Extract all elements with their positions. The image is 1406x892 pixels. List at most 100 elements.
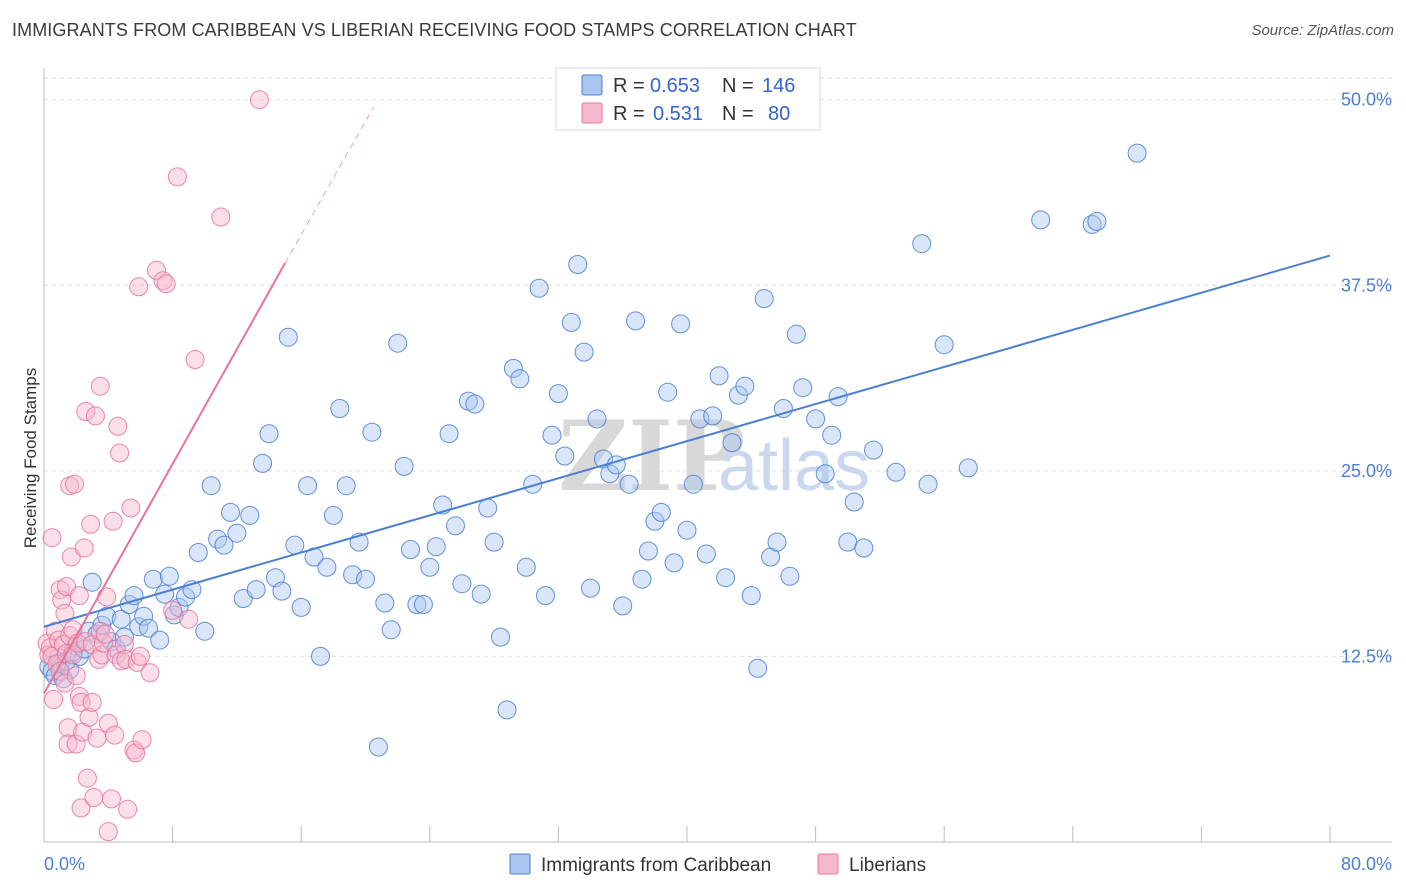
caribbean-point — [114, 627, 134, 647]
legend-n-value-2: 80 — [768, 103, 790, 125]
caribbean-point — [259, 424, 279, 444]
caribbean-point — [336, 476, 356, 496]
caribbean-point — [195, 621, 215, 641]
caribbean-point — [664, 553, 684, 573]
caribbean-point — [330, 399, 350, 418]
legend-swatch-pink — [581, 102, 603, 124]
bottom-legend-label-caribbean: Immigrants from Caribbean — [541, 855, 771, 876]
liberians-point — [124, 740, 144, 760]
caribbean-point — [1031, 210, 1051, 230]
caribbean-point — [806, 409, 826, 429]
liberians-point — [71, 798, 91, 818]
caribbean-point — [491, 627, 510, 647]
caribbean-point — [143, 569, 163, 589]
watermark: ZIP atlas — [558, 400, 870, 513]
caribbean-point — [201, 476, 221, 496]
caribbean-point — [844, 492, 864, 512]
bottom-legend-swatch-blue — [509, 853, 531, 875]
caribbean-point — [754, 289, 774, 309]
liberians-point — [121, 498, 141, 518]
liberians-point — [140, 663, 160, 683]
caribbean-point — [510, 369, 530, 389]
caribbean-point — [317, 557, 337, 577]
caribbean-point — [246, 580, 266, 600]
liberians-point — [82, 692, 102, 712]
axes — [43, 68, 1392, 843]
x-tick-label: 0.0% — [44, 854, 85, 874]
liberians-point — [77, 768, 97, 788]
caribbean-point — [478, 498, 498, 518]
caribbean-point — [150, 630, 170, 650]
legend-r-label-2: R = — [613, 103, 645, 125]
caribbean-point — [176, 587, 195, 607]
series-caribbean-points — [39, 143, 1147, 757]
caribbean-point — [439, 424, 459, 444]
caribbean-point — [651, 502, 671, 522]
caribbean-point — [555, 446, 575, 466]
liberians-point — [92, 645, 112, 665]
liberians-point — [95, 624, 115, 644]
caribbean-point — [484, 532, 504, 552]
liberians-point — [106, 645, 126, 665]
caribbean-point — [362, 422, 382, 442]
caribbean-point — [497, 700, 517, 720]
caribbean-point — [690, 409, 710, 429]
caribbean-point — [626, 311, 646, 331]
liberians-point — [65, 474, 84, 494]
caribbean-point — [343, 565, 363, 585]
liberians-point — [118, 799, 138, 819]
y-tick-label: 37.5% — [1341, 275, 1392, 295]
caribbean-point — [311, 646, 330, 666]
caribbean-point — [523, 474, 543, 494]
caribbean-point — [159, 566, 179, 586]
liberians-point — [185, 350, 205, 369]
series-liberians-points — [37, 90, 269, 842]
liberians-point — [163, 600, 183, 620]
caribbean-point — [285, 535, 305, 555]
liberians-point — [98, 713, 118, 733]
caribbean-point — [838, 532, 858, 552]
caribbean-point — [375, 593, 395, 613]
bottom-legend-swatch-pink — [817, 853, 839, 875]
liberians-point — [132, 730, 152, 750]
caribbean-point — [741, 586, 761, 606]
caribbean-point — [82, 572, 102, 592]
liberians-point — [90, 376, 110, 396]
source-label: Source: ZipAtlas.com — [1251, 22, 1394, 39]
y-tick-label: 25.0% — [1341, 461, 1392, 481]
bottom-legend-label-liberians: Liberians — [849, 855, 926, 876]
y-axis-label: Receiving Food Stamps — [21, 368, 40, 548]
liberians-point — [110, 443, 130, 463]
watermark-zip: ZIP — [558, 400, 745, 513]
caribbean-point — [388, 333, 408, 353]
liberians-point — [167, 167, 187, 187]
trend-line-caribbean — [43, 254, 1331, 628]
caribbean-point — [291, 597, 311, 617]
caribbean-point — [503, 358, 523, 378]
caribbean-point — [677, 520, 697, 540]
caribbean-point — [854, 538, 874, 558]
caribbean-point — [912, 234, 932, 254]
trend-lines — [43, 106, 1331, 695]
caribbean-point — [671, 314, 691, 334]
caribbean-point — [767, 532, 787, 552]
caribbean-point — [529, 278, 549, 298]
caribbean-point — [561, 312, 581, 332]
liberians-point — [211, 207, 231, 227]
caribbean-point — [214, 535, 234, 555]
legend-r-value-1: 0.653 — [650, 75, 700, 97]
liberians-point — [105, 725, 125, 745]
liberians-point — [50, 661, 70, 681]
liberians-point — [130, 646, 150, 666]
caribbean-point — [568, 255, 588, 274]
caribbean-point — [709, 366, 729, 386]
liberians-point — [153, 271, 173, 291]
liberians-point — [156, 274, 176, 294]
caribbean-point — [221, 502, 240, 522]
caribbean-point — [1127, 143, 1147, 163]
legend-r-label-1: R = — [613, 75, 645, 97]
series-legend: Immigrants from Caribbean Liberians — [509, 853, 926, 876]
liberians-point — [55, 603, 75, 623]
caribbean-point — [815, 464, 835, 484]
